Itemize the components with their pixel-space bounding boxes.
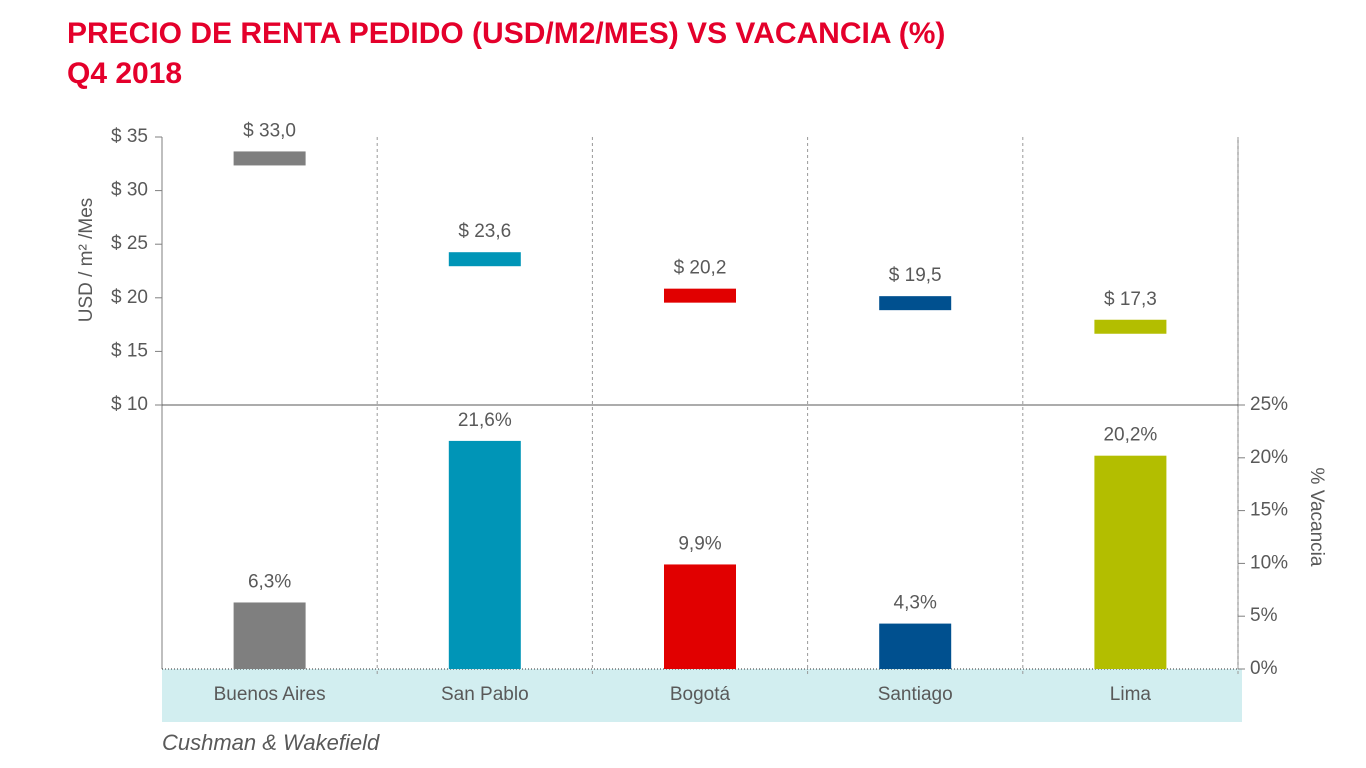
y2-tick-label: 15% bbox=[1250, 500, 1288, 521]
bar bbox=[1094, 455, 1167, 669]
value-label: 9,9% bbox=[678, 533, 721, 554]
y2-tick-label: 20% bbox=[1250, 447, 1288, 468]
value-label: 20,2% bbox=[1103, 425, 1157, 446]
y2-tick-label: 5% bbox=[1250, 605, 1278, 626]
y-tick-label: $ 30 bbox=[111, 180, 148, 201]
y-tick-label: $ 15 bbox=[111, 340, 148, 361]
y-tick-label: $ 35 bbox=[111, 126, 148, 147]
category-band bbox=[162, 669, 1242, 722]
chart-subtitle: Q4 2018 bbox=[67, 57, 182, 90]
bar bbox=[664, 564, 736, 669]
y-tick-label: $ 25 bbox=[111, 233, 148, 254]
x-tick-label: Bogotá bbox=[670, 684, 731, 705]
y-tick-label: $ 20 bbox=[111, 287, 148, 308]
value-label: 21,6% bbox=[458, 410, 512, 431]
rent-marker bbox=[1094, 319, 1167, 334]
value-label: $ 19,5 bbox=[889, 265, 942, 286]
value-label: $ 20,2 bbox=[674, 258, 727, 279]
x-tick-label: San Pablo bbox=[441, 684, 529, 705]
rent-marker bbox=[233, 151, 306, 166]
y2-tick-label: 0% bbox=[1250, 658, 1278, 679]
y-axis-label: USD / m² /Mes bbox=[76, 198, 97, 323]
rent-marker bbox=[879, 296, 952, 311]
y2-tick-label: 10% bbox=[1250, 552, 1288, 573]
value-label: $ 23,6 bbox=[458, 221, 511, 242]
x-tick-label: Buenos Aires bbox=[214, 684, 326, 705]
value-label: 6,3% bbox=[248, 571, 291, 592]
x-tick-label: Santiago bbox=[878, 684, 953, 705]
bar bbox=[448, 440, 521, 669]
x-tick-label: Lima bbox=[1110, 684, 1152, 705]
chart-title: PRECIO DE RENTA PEDIDO (USD/M2/MES) VS V… bbox=[67, 17, 945, 50]
y2-tick-label: 25% bbox=[1250, 394, 1288, 415]
bar bbox=[879, 623, 952, 669]
value-label: $ 17,3 bbox=[1104, 289, 1157, 310]
rent-marker bbox=[448, 252, 521, 267]
value-label: $ 33,0 bbox=[243, 120, 296, 141]
rent-marker bbox=[664, 288, 736, 303]
bar bbox=[233, 602, 306, 669]
y-tick-label: $ 10 bbox=[111, 394, 148, 415]
value-label: 4,3% bbox=[894, 593, 937, 614]
y2-axis-label: % Vacancia bbox=[1306, 468, 1327, 567]
source: Cushman & Wakefield bbox=[162, 730, 380, 755]
